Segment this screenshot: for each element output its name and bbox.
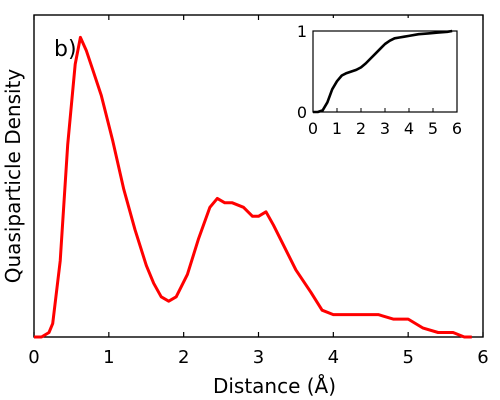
inset-plot: 0 1 2 3 4 5 601 <box>297 18 469 138</box>
inset-background <box>311 18 469 113</box>
inset-x-tick-label: 3 <box>380 119 390 138</box>
x-tick-label: 2 <box>178 347 189 368</box>
x-tick-label: 5 <box>402 347 413 368</box>
inset-x-tick-label: 6 <box>452 119 462 138</box>
x-tick-label: 1 <box>103 347 114 368</box>
x-tick-label: 6 <box>477 347 488 368</box>
inset-x-tick-label: 2 <box>356 119 366 138</box>
x-tick-label: 3 <box>253 347 264 368</box>
x-tick-label: 4 <box>328 347 339 368</box>
y-axis-label: Quasiparticle Density <box>1 69 25 284</box>
x-axis-label: Distance (Å) <box>213 374 336 398</box>
inset-y-tick-label: 1 <box>297 22 307 41</box>
inset-x-tick-label: 1 <box>332 119 342 138</box>
inset-x-tick-label: 4 <box>404 119 414 138</box>
inset-x-tick-label: 5 <box>428 119 438 138</box>
density-series-line <box>34 35 472 339</box>
inset-y-tick-label: 0 <box>297 103 307 122</box>
inset-x-tick-label: 0 <box>308 119 318 138</box>
panel-label: b) <box>54 37 77 62</box>
inset-cumulative-line <box>313 29 453 114</box>
x-tick-label: 0 <box>28 347 39 368</box>
